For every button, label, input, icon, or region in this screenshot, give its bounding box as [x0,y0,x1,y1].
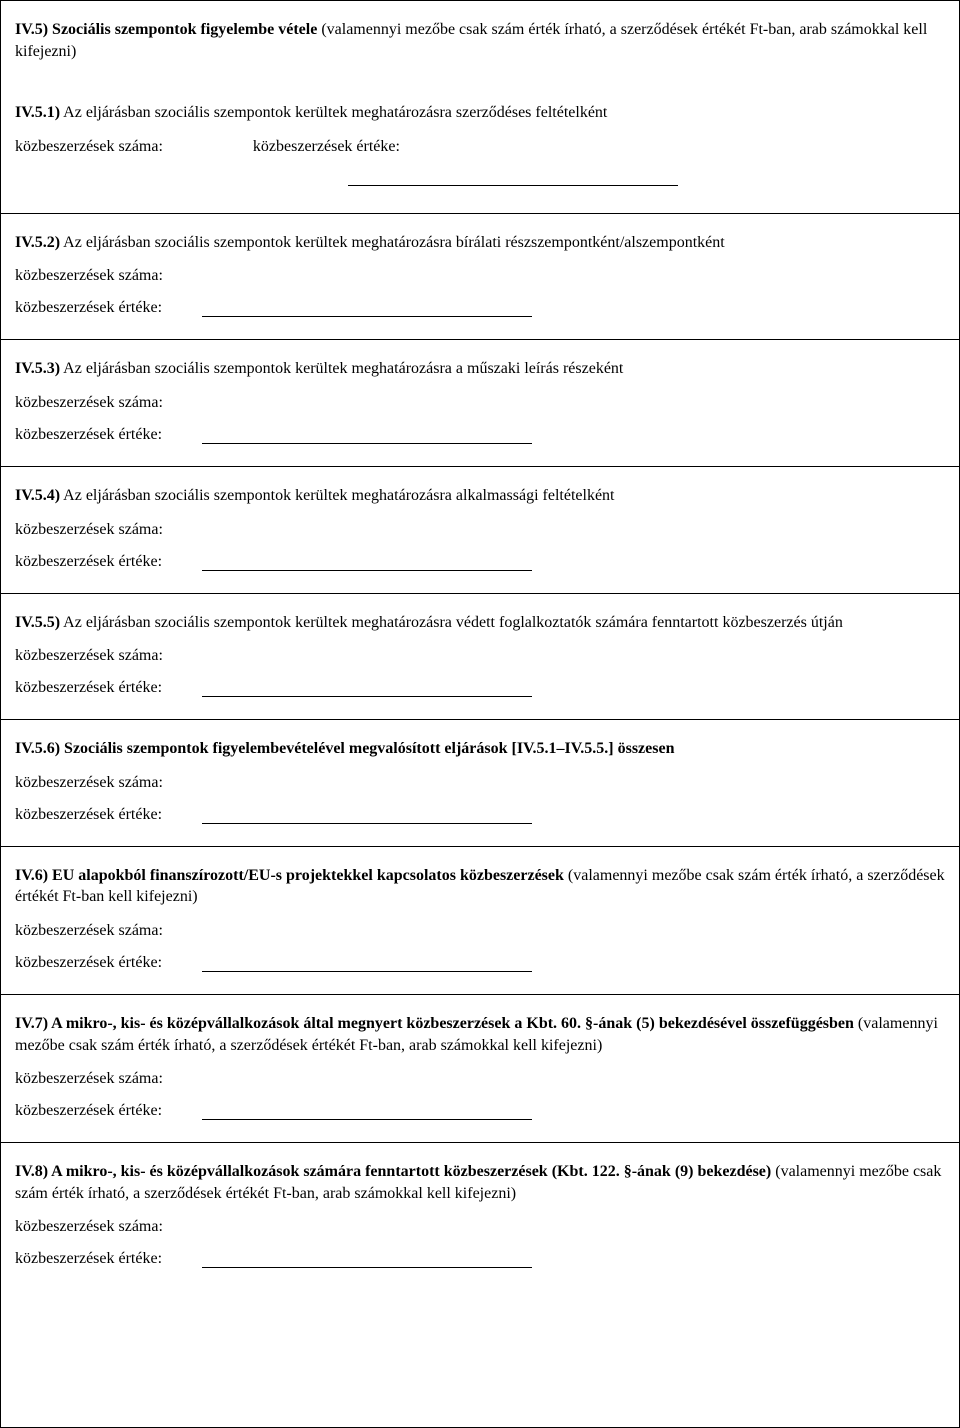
heading-iv54-rest: Az eljárásban szociális szempontok kerül… [60,487,614,504]
count-row-iv8: közbeszerzések száma: [15,1218,945,1236]
count-row-iv55: közbeszerzések száma: [15,647,945,665]
value-input-iv55[interactable] [202,681,532,697]
count-row-iv56: közbeszerzések száma: [15,774,945,792]
value-input-iv7[interactable] [202,1104,532,1120]
heading-iv8: IV.8) A mikro-, kis- és középvállalkozás… [15,1161,945,1204]
value-group-iv51: közbeszerzések értéke: [253,138,400,156]
value-label-iv55: közbeszerzések értéke: [15,679,162,697]
heading-iv7-bold: IV.7) A mikro-, kis- és középvállalkozás… [15,1015,854,1032]
count-label-iv54: közbeszerzések száma: [15,521,163,538]
value-input-iv8[interactable] [202,1252,532,1268]
heading-iv53-rest: Az eljárásban szociális szempontok kerül… [60,360,623,377]
value-row-iv53: közbeszerzések értéke: [15,426,945,444]
row-iv51-inputs: közbeszerzések száma: közbeszerzések ért… [15,138,945,156]
value-input-iv51[interactable] [348,170,678,186]
value-label-iv52: közbeszerzések értéke: [15,299,162,317]
heading-iv51: IV.5.1) Az eljárásban szociális szempont… [15,102,945,124]
heading-iv8-bold: IV.8) A mikro-, kis- és középvállalkozás… [15,1163,771,1180]
value-label-iv6: közbeszerzések értéke: [15,954,162,972]
heading-iv54-bold: IV.5.4) [15,487,60,504]
heading-iv7: IV.7) A mikro-, kis- és középvállalkozás… [15,1013,945,1056]
count-label-iv6: közbeszerzések száma: [15,922,163,939]
heading-iv6-bold: IV.6) EU alapokból finanszírozott/EU-s p… [15,867,564,884]
count-label-iv51: közbeszerzések száma: [15,138,163,156]
value-label-iv7: közbeszerzések értéke: [15,1102,162,1120]
count-label-iv53: közbeszerzések száma: [15,394,163,411]
value-label-iv53: közbeszerzések értéke: [15,426,162,444]
value-label-iv51: közbeszerzések értéke: [253,138,400,156]
count-label-iv7: közbeszerzések száma: [15,1070,163,1087]
section-iv7: IV.7) A mikro-, kis- és középvállalkozás… [1,995,959,1143]
value-row-iv8: közbeszerzések értéke: [15,1250,945,1268]
value-row-iv54: közbeszerzések értéke: [15,553,945,571]
heading-iv54: IV.5.4) Az eljárásban szociális szempont… [15,485,945,507]
value-input-iv56[interactable] [202,808,532,824]
heading-iv6: IV.6) EU alapokból finanszírozott/EU-s p… [15,865,945,908]
section-iv52: IV.5.2) Az eljárásban szociális szempont… [1,214,959,341]
count-row-iv54: közbeszerzések száma: [15,521,945,539]
count-row-iv7: közbeszerzések száma: [15,1070,945,1088]
count-label-iv52: közbeszerzések száma: [15,267,163,284]
count-row-iv52: közbeszerzések száma: [15,267,945,285]
value-row-iv55: közbeszerzések értéke: [15,679,945,697]
value-input-iv54[interactable] [202,555,532,571]
heading-iv5: IV.5) Szociális szempontok figyelembe vé… [15,19,945,62]
form-frame: IV.5) Szociális szempontok figyelembe vé… [0,0,960,1428]
value-row-iv6: közbeszerzések értéke: [15,954,945,972]
heading-iv55-bold: IV.5.5) [15,614,60,631]
heading-iv55-rest: Az eljárásban szociális szempontok kerül… [60,614,843,631]
section-iv54: IV.5.4) Az eljárásban szociális szempont… [1,467,959,594]
count-label-iv56: közbeszerzések száma: [15,774,163,791]
heading-iv51-rest: Az eljárásban szociális szempontok kerül… [60,104,607,121]
section-iv8: IV.8) A mikro-, kis- és középvállalkozás… [1,1143,959,1290]
section-iv55: IV.5.5) Az eljárásban szociális szempont… [1,594,959,721]
heading-iv56-bold: IV.5.6) Szociális szempontok figyelembev… [15,740,674,757]
value-label-iv56: közbeszerzések értéke: [15,806,162,824]
value-label-iv8: közbeszerzések értéke: [15,1250,162,1268]
underline-iv51 [348,170,945,191]
count-label-iv55: közbeszerzések száma: [15,647,163,664]
value-input-iv6[interactable] [202,956,532,972]
section-iv6: IV.6) EU alapokból finanszírozott/EU-s p… [1,847,959,995]
section-iv5-iv51: IV.5) Szociális szempontok figyelembe vé… [1,1,959,214]
heading-iv51-bold: IV.5.1) [15,104,60,121]
heading-iv55: IV.5.5) Az eljárásban szociális szempont… [15,612,945,634]
value-row-iv52: közbeszerzések értéke: [15,299,945,317]
heading-iv52: IV.5.2) Az eljárásban szociális szempont… [15,232,945,254]
heading-iv53-bold: IV.5.3) [15,360,60,377]
heading-iv52-rest: Az eljárásban szociális szempontok kerül… [60,234,725,251]
section-iv53: IV.5.3) Az eljárásban szociális szempont… [1,340,959,467]
heading-iv53: IV.5.3) Az eljárásban szociális szempont… [15,358,945,380]
heading-iv52-bold: IV.5.2) [15,234,60,251]
value-label-iv54: közbeszerzések értéke: [15,553,162,571]
count-row-iv6: közbeszerzések száma: [15,922,945,940]
count-label-iv8: közbeszerzések száma: [15,1218,163,1235]
value-input-iv52[interactable] [202,301,532,317]
heading-iv56: IV.5.6) Szociális szempontok figyelembev… [15,738,945,760]
count-row-iv53: közbeszerzések száma: [15,394,945,412]
value-input-iv53[interactable] [202,428,532,444]
value-row-iv7: közbeszerzések értéke: [15,1102,945,1120]
value-row-iv56: közbeszerzések értéke: [15,806,945,824]
heading-iv5-bold: IV.5) Szociális szempontok figyelembe vé… [15,21,317,38]
section-iv56: IV.5.6) Szociális szempontok figyelembev… [1,720,959,847]
